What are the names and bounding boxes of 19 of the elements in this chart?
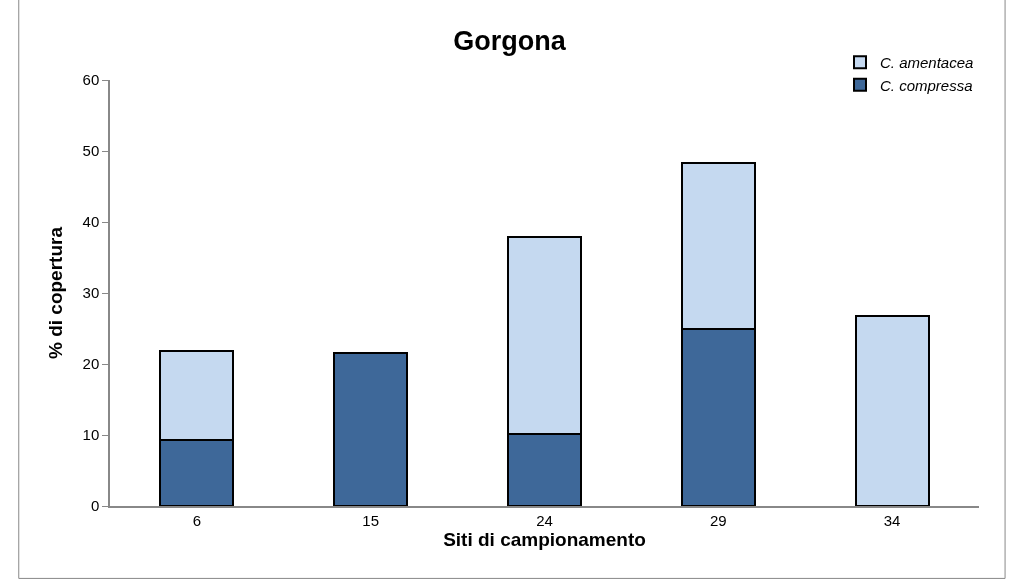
y-axis-title: % di copertura	[44, 226, 66, 359]
bar	[854, 315, 930, 506]
y-tick-label: 10	[82, 426, 100, 444]
y-tick-label: 50	[82, 142, 100, 160]
x-tick-label: 34	[883, 511, 901, 529]
x-tick-label: 15	[362, 511, 380, 529]
x-tick-label: 24	[536, 511, 553, 529]
y-tick-label: 0	[90, 497, 100, 515]
y-tick-label: 20	[82, 355, 100, 373]
x-tick-label: 6	[192, 511, 202, 529]
x-tick-label: 29	[709, 511, 727, 529]
y-tick-label: 30	[82, 284, 100, 302]
y-tick-label: 40	[82, 213, 100, 231]
bar	[333, 351, 409, 506]
x-axis-title: Siti di campionamento	[443, 528, 646, 550]
chart-title: Gorgona	[453, 26, 567, 57]
y-tick-label: 60	[82, 71, 100, 89]
legend-label: C. amentacea	[880, 54, 974, 72]
legend-label: C. compressa	[880, 76, 973, 94]
